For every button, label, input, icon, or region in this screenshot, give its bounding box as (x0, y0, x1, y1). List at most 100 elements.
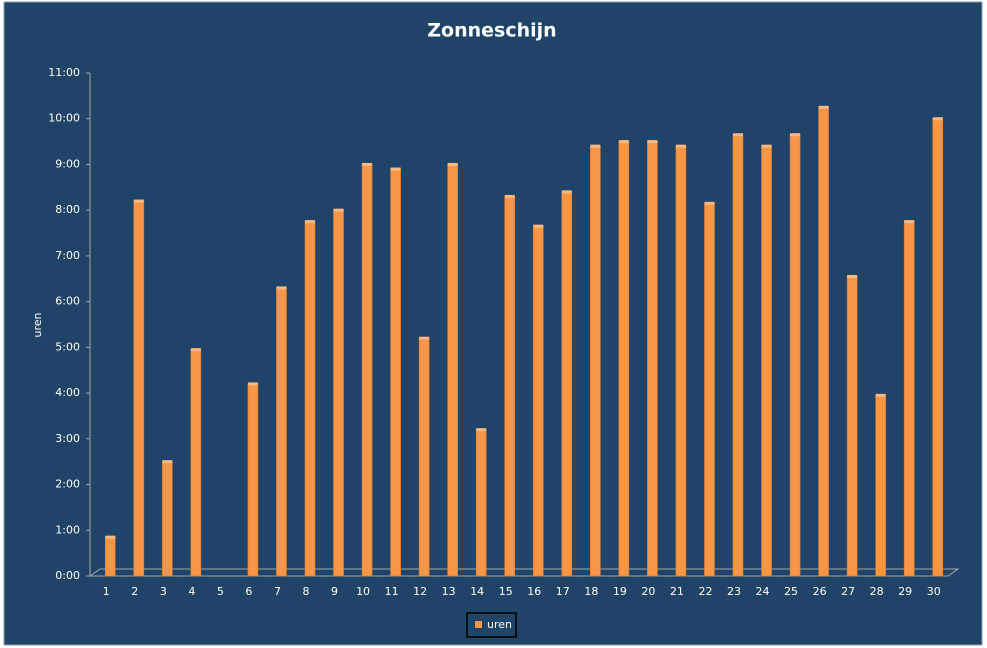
x-tick-label: 12 (413, 585, 427, 598)
x-tick-label: 9 (331, 585, 338, 598)
bar (675, 145, 687, 577)
bar (590, 145, 601, 577)
y-tick-label: 5:00 (55, 340, 80, 353)
bar-top (447, 162, 458, 166)
bar (361, 164, 373, 577)
y-tick-label: 1:00 (55, 523, 80, 536)
x-tick-label: 21 (670, 585, 684, 598)
bar (532, 225, 544, 577)
y-tick-label: 9:00 (55, 157, 80, 170)
bar-top (733, 133, 743, 137)
chart-title: Zonneschijn (427, 20, 556, 42)
y-tick-label: 4:00 (55, 386, 80, 399)
y-tick-label: 6:00 (55, 295, 80, 308)
x-tick-label: 8 (303, 585, 310, 598)
y-tick-label: 0:00 (55, 569, 80, 582)
x-tick-label: 3 (160, 585, 167, 598)
y-tick-label: 3:00 (55, 432, 80, 445)
bar-top (333, 208, 344, 212)
x-tick-label: 2 (131, 585, 138, 598)
bar-top (561, 190, 572, 194)
bar (390, 168, 401, 577)
x-tick-label: 4 (188, 585, 195, 598)
bar (875, 395, 886, 577)
x-tick-label: 23 (727, 585, 741, 598)
y-tick-label: 2:00 (55, 478, 80, 491)
x-tick-label: 17 (556, 585, 570, 598)
bar-top (390, 167, 401, 171)
x-axis-floor (88, 568, 960, 577)
bar (247, 383, 259, 577)
bar (789, 134, 801, 577)
bar (475, 429, 487, 577)
legend (466, 612, 517, 638)
x-tick-label: 14 (470, 585, 484, 598)
bar-top (904, 220, 915, 224)
chart-background (3, 1, 983, 646)
x-tick-label: 22 (698, 585, 712, 598)
bar-top (847, 274, 858, 278)
x-tick-label: 29 (898, 585, 912, 598)
bar (333, 209, 344, 577)
bar-top (704, 201, 715, 205)
bar-top (504, 194, 515, 198)
bar (704, 203, 715, 577)
bar-top (533, 224, 544, 228)
x-tick-label: 10 (356, 585, 370, 598)
x-tick-label: 7 (274, 585, 281, 598)
bar (190, 349, 202, 577)
x-tick-label: 6 (245, 585, 252, 598)
x-tick-label: 1 (103, 585, 110, 598)
bar (162, 461, 173, 577)
bar (561, 191, 573, 577)
bar (104, 536, 116, 577)
bar-top (932, 117, 943, 121)
bar (903, 221, 915, 577)
y-tick-label: 7:00 (55, 249, 80, 262)
x-tick-label: 25 (784, 585, 798, 598)
x-tick-label: 5 (217, 585, 224, 598)
x-tick-label: 16 (527, 585, 541, 598)
x-tick-label: 27 (841, 585, 855, 598)
bar-top (647, 140, 658, 144)
bar (932, 118, 944, 577)
bar (647, 141, 658, 577)
x-tick-label: 15 (499, 585, 513, 598)
x-tick-label: 18 (584, 585, 598, 598)
bar-top (590, 144, 601, 148)
bar (732, 134, 744, 577)
bar (133, 200, 145, 577)
bar (276, 287, 287, 577)
y-tick-label: 8:00 (55, 203, 80, 216)
legend-label: uren (487, 618, 512, 631)
x-tick-label: 28 (870, 585, 884, 598)
bar (761, 145, 772, 577)
x-tick-label: 19 (613, 585, 627, 598)
bar (818, 106, 829, 577)
y-tick-label: 10:00 (48, 112, 80, 125)
bar (418, 337, 430, 577)
x-tick-label: 11 (385, 585, 399, 598)
bar-top (305, 220, 315, 224)
bar-top (790, 133, 801, 137)
x-tick-label: 13 (442, 585, 456, 598)
bar-top (618, 140, 629, 144)
bar-top (162, 460, 173, 464)
bar-top (875, 393, 886, 397)
legend-swatch (475, 621, 482, 628)
bar-top (133, 199, 144, 203)
bar-top (818, 105, 829, 109)
bar (846, 276, 858, 577)
x-tick-label: 24 (756, 585, 770, 598)
bar (304, 221, 316, 577)
bar-top (362, 162, 373, 166)
bar-top (105, 535, 116, 539)
bar-top (761, 144, 772, 148)
y-axis-label: uren (31, 312, 44, 337)
bar-top (476, 428, 487, 432)
bar-top (276, 286, 287, 290)
bar-top (247, 382, 258, 386)
x-tick-label: 20 (641, 585, 655, 598)
bar (447, 164, 458, 577)
